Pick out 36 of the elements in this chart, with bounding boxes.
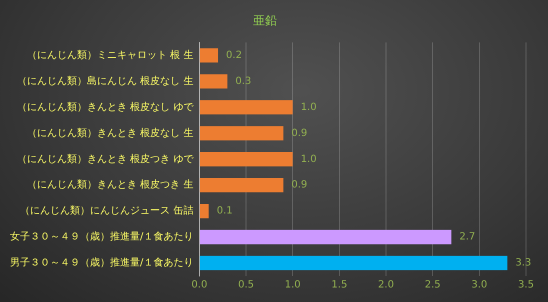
data-label: 0.9 bbox=[291, 180, 308, 191]
bar bbox=[200, 204, 209, 218]
text: 0.5 bbox=[238, 280, 254, 291]
chart-title: 亜鉛 bbox=[253, 13, 277, 28]
y-tick-label: （にんじん類）きんとき 根皮なし 生 bbox=[27, 126, 194, 139]
text: 2.0 bbox=[378, 280, 394, 291]
y-tick-label: （にんじん類）きんとき 根皮なし ゆで bbox=[17, 100, 194, 113]
bar bbox=[200, 178, 284, 192]
text: 3.0 bbox=[471, 280, 488, 291]
y-tick-label: （にんじん類）島にんじん 根皮なし 生 bbox=[17, 74, 194, 87]
data-label: 0.1 bbox=[216, 206, 233, 217]
y-tick-label: （にんじん類）にんじんジュース 缶詰 bbox=[20, 204, 194, 217]
data-label: 1.0 bbox=[300, 102, 317, 113]
text: 3.5 bbox=[518, 280, 534, 291]
data-label: 0.2 bbox=[226, 50, 242, 61]
bar bbox=[200, 152, 293, 166]
bar bbox=[200, 126, 284, 140]
text: 2.5 bbox=[424, 280, 441, 291]
y-tick-label: （にんじん類）きんとき 根皮つき 生 bbox=[27, 178, 194, 191]
y-tick-label: （にんじん類）きんとき 根皮つき ゆで bbox=[17, 152, 194, 165]
bar bbox=[200, 100, 293, 114]
y-tick-label: （にんじん類）ミニキャロット 根 生 bbox=[27, 48, 194, 61]
text: 0.0 bbox=[191, 280, 208, 291]
bar bbox=[200, 48, 218, 63]
data-label: 0.9 bbox=[291, 128, 308, 139]
bar bbox=[200, 74, 228, 88]
text: 1.5 bbox=[331, 280, 348, 291]
bar bbox=[200, 230, 452, 244]
data-label: 3.3 bbox=[515, 258, 532, 269]
data-label: 1.0 bbox=[300, 154, 317, 165]
text: 1.0 bbox=[284, 280, 301, 291]
data-label: 0.3 bbox=[235, 76, 252, 87]
bar bbox=[200, 256, 508, 270]
data-label: 2.7 bbox=[459, 232, 476, 243]
y-tick-label: 女子３０～４９（歳）推進量/１食あたり bbox=[10, 230, 194, 243]
y-tick-label: 男子３０～４９（歳）推進量/１食あたり bbox=[10, 256, 194, 269]
